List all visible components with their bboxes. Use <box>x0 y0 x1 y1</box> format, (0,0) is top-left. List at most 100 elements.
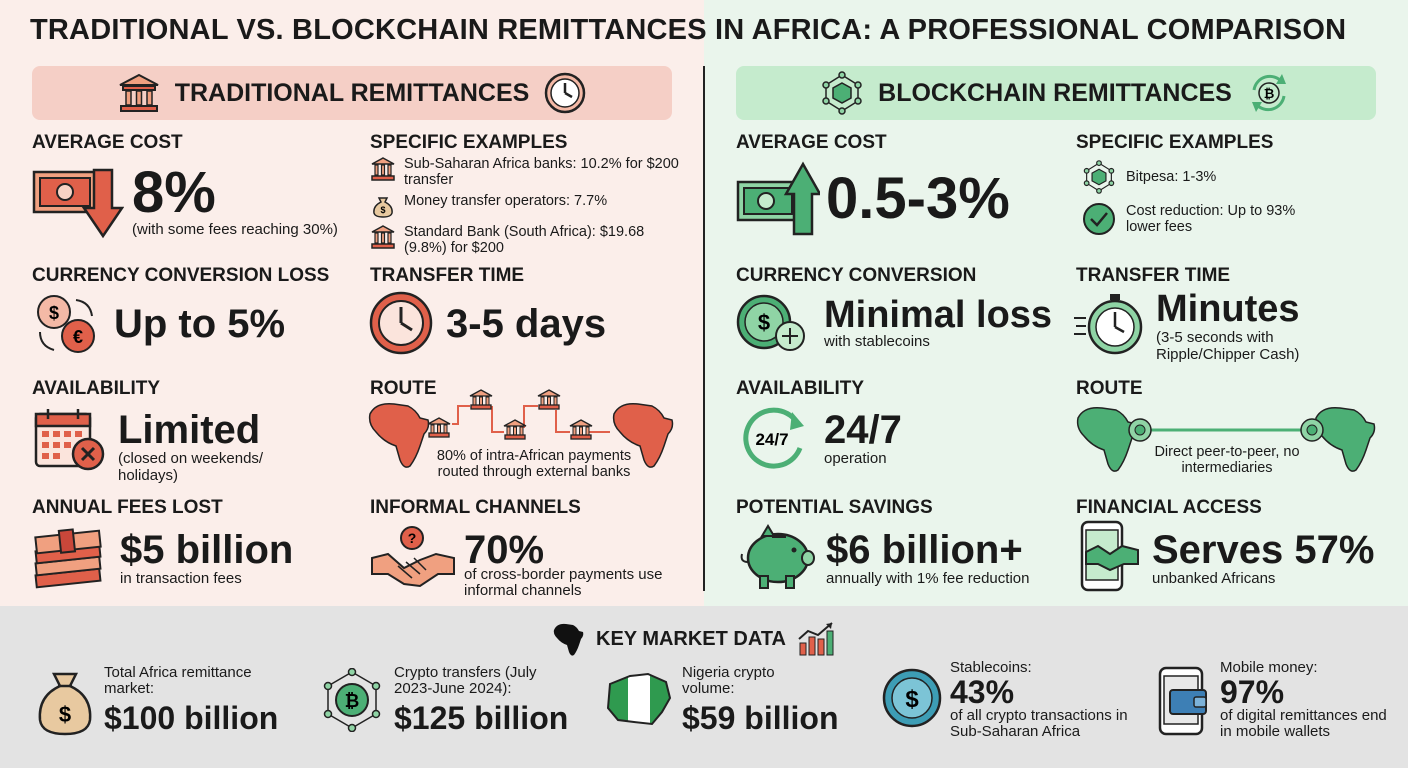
clock-icon <box>369 291 433 355</box>
bc-access-title: FINANCIAL ACCESS <box>1076 497 1262 518</box>
blockchain-cube-icon <box>1083 160 1115 194</box>
24-7-icon-label: 24/7 <box>755 430 788 449</box>
km-label: Crypto transfers (July 2023-June 2024): <box>394 664 537 697</box>
bc-average-cost-value: 0.5-3% <box>826 166 1010 231</box>
stablecoin-icon: $ <box>882 668 942 728</box>
bc-savings-note: annually with 1% fee reduction <box>826 570 1030 587</box>
svg-text:₿: ₿ <box>345 691 360 711</box>
bank-icon <box>371 157 395 181</box>
bc-transfer-value: Minutes <box>1156 288 1300 330</box>
bank-icon <box>537 389 561 410</box>
traditional-header: TRADITIONAL REMITTANCES <box>174 78 530 107</box>
bc-currency-note: with stablecoins <box>824 333 930 350</box>
africa-map-icon <box>553 623 584 656</box>
svg-text:?: ? <box>408 530 417 546</box>
currency-exchange-icon: $ € <box>37 295 95 353</box>
bc-route-note: Direct peer-to-peer, no intermediaries <box>1154 444 1300 476</box>
bc-transfer-note: (3-5 seconds with Ripple/Chipper Cash) <box>1156 329 1300 363</box>
km-item-nigeria: Nigeria crypto volume: $59 billion <box>682 664 839 736</box>
trad-transfer-title: TRANSFER TIME <box>370 265 525 286</box>
bc-access-value: Serves 57% <box>1152 528 1375 572</box>
trad-examples-title: SPECIFIC EXAMPLES <box>370 132 568 153</box>
traditional-banner: TRADITIONAL REMITTANCES <box>32 66 672 120</box>
bank-icon <box>427 417 451 438</box>
svg-text:$: $ <box>758 310 770 335</box>
stablecoin-exchange-icon: $ <box>736 294 805 351</box>
nigeria-map-icon <box>606 672 672 726</box>
24-7-icon: 24/7 <box>743 407 804 469</box>
km-label: Mobile money: <box>1220 659 1318 676</box>
mobile-handshake-icon <box>1080 520 1139 592</box>
bc-availability-note: operation <box>824 450 887 467</box>
blockchain-banner: BLOCKCHAIN REMITTANCES ₿ <box>736 66 1376 120</box>
trad-examples-list: Sub-Saharan Africa banks: 10.2% for $200… <box>370 156 690 256</box>
trad-transfer-value: 3-5 days <box>446 302 607 346</box>
bc-example-text: Cost reduction: Up to 93% lower fees <box>1126 203 1296 235</box>
bc-average-cost-title: AVERAGE COST <box>736 132 887 153</box>
km-item-mobile-money: Mobile money: 97% of digital remittances… <box>1220 660 1390 740</box>
list-item: $ Money transfer operators: 7.7% <box>370 193 690 219</box>
trad-informal-title: INFORMAL CHANNELS <box>370 497 581 518</box>
africa-map-icon <box>612 402 674 468</box>
trad-example-text: Money transfer operators: 7.7% <box>404 193 608 209</box>
svg-text:₿: ₿ <box>1264 86 1275 101</box>
km-item-stablecoins: Stablecoins: 43% of all crypto transacti… <box>950 660 1140 740</box>
panel-divider <box>703 66 705 591</box>
km-value: $59 billion <box>682 700 839 736</box>
mobile-wallet-icon <box>1158 666 1207 736</box>
bc-savings-value: $6 billion+ <box>826 528 1023 572</box>
trad-currency-title: CURRENCY CONVERSION LOSS <box>32 265 330 286</box>
money-down-icon <box>32 168 124 239</box>
svg-text:$: $ <box>380 205 385 215</box>
trad-informal-value: 70% <box>464 528 545 572</box>
trad-route-title: ROUTE <box>370 378 437 399</box>
calendar-closed-icon <box>34 409 105 471</box>
trad-currency-value: Up to 5% <box>114 302 286 346</box>
bc-examples-title: SPECIFIC EXAMPLES <box>1076 132 1274 153</box>
route-diagram <box>1076 406 1376 472</box>
piggy-bank-icon <box>740 524 815 589</box>
trad-average-cost: AVERAGE COST <box>32 132 183 154</box>
crypto-network-icon: ₿ <box>323 668 381 732</box>
km-label: Nigeria crypto volume: <box>682 664 775 697</box>
bc-availability-value: 24/7 <box>824 408 902 452</box>
africa-map-icon <box>1314 406 1376 472</box>
key-market-heading: KEY MARKET DATA <box>552 620 836 658</box>
km-value: 97% <box>1220 674 1285 710</box>
chart-growth-icon <box>798 622 834 656</box>
blockchain-node-icon <box>1128 418 1152 442</box>
trad-example-text: Standard Bank (South Africa): $19.68 (9.… <box>404 224 645 256</box>
trad-average-cost-note: (with some fees reaching 30%) <box>132 221 338 238</box>
money-bag-icon: $ <box>373 197 393 218</box>
km-item-remittance: Total Africa remittance market: $100 bil… <box>104 665 278 735</box>
bc-route-title: ROUTE <box>1076 378 1143 399</box>
trad-availability-value: Limited <box>118 408 261 452</box>
bank-icon <box>119 73 159 112</box>
blockchain-node-icon <box>1300 418 1324 442</box>
africa-map-icon <box>1076 406 1138 472</box>
bc-transfer-title: TRANSFER TIME <box>1076 265 1231 286</box>
trad-informal-note: of cross-border payments use informal ch… <box>464 566 663 599</box>
trad-example-text: Sub-Saharan Africa banks: 10.2% for $200… <box>404 156 679 188</box>
route-diagram <box>368 389 674 468</box>
bc-examples-list: Bitpesa: 1-3% Cost reduction: Up to 93% … <box>1082 160 1382 236</box>
list-item: Standard Bank (South Africa): $19.68 (9.… <box>370 224 690 256</box>
money-up-icon <box>736 161 820 236</box>
key-market-title: KEY MARKET DATA <box>596 627 786 650</box>
bc-example-text: Bitpesa: 1-3% <box>1126 169 1217 185</box>
list-item: Cost reduction: Up to 93% lower fees <box>1082 202 1382 236</box>
km-label: Stablecoins: <box>950 659 1032 676</box>
trad-average-cost-title: AVERAGE COST <box>32 132 183 153</box>
trad-availability-title: AVAILABILITY <box>32 378 161 399</box>
svg-text:$: $ <box>59 702 71 727</box>
trad-annual-fees-value: $5 billion <box>120 528 294 572</box>
check-circle-icon <box>1083 203 1115 235</box>
bitcoin-cycle-icon: ₿ <box>1251 74 1286 112</box>
handshake-question-icon: ? <box>371 526 455 588</box>
trad-availability-note: (closed on weekends/ holidays) <box>118 450 264 484</box>
blockchain-cube-icon <box>822 71 862 115</box>
money-bag-icon: $ <box>38 672 92 736</box>
bc-access-note: unbanked Africans <box>1152 570 1276 587</box>
trad-annual-fees-note: in transaction fees <box>120 570 242 587</box>
bc-availability-title: AVAILABILITY <box>736 378 865 399</box>
